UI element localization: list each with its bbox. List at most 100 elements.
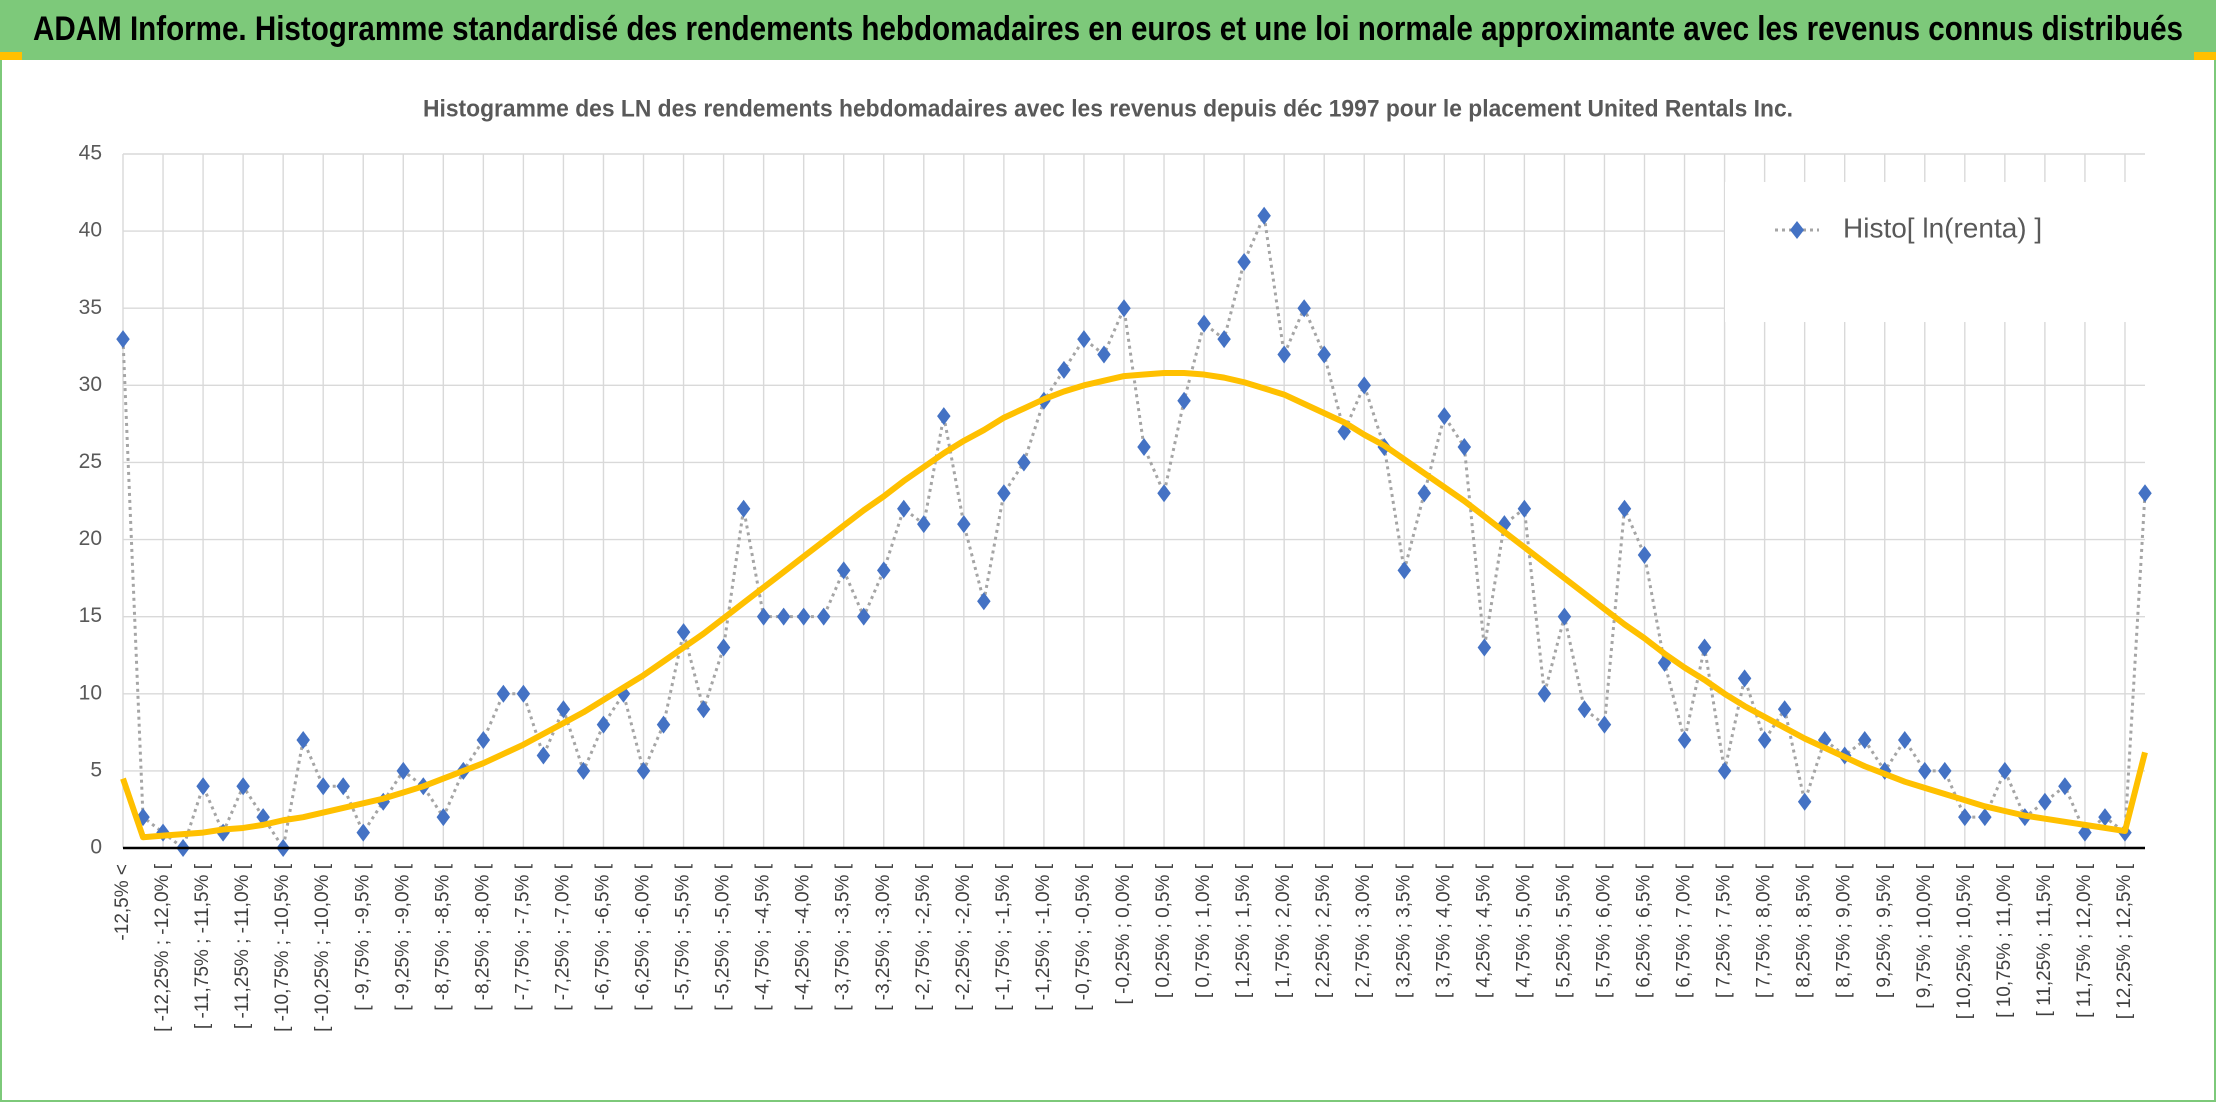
- x-tick-label: [ -11,75% ; -11,5% [: [192, 863, 213, 1029]
- data-point: [1617, 499, 1632, 518]
- data-point: [1257, 206, 1271, 225]
- data-point: [676, 623, 691, 642]
- x-tick-label: [ 2,25% ; 2,5% [: [1313, 863, 1334, 998]
- data-point: [1297, 299, 1311, 318]
- x-tick-label: [ 11,25% ; 11,5% [: [2034, 863, 2055, 1016]
- x-tick-label: [ -3,25% ; -3,0% [: [873, 863, 894, 1011]
- x-tick-label: [ -12,25% ; -12,0% [: [152, 863, 173, 1032]
- x-tick-label: [ 8,75% ; 9,0% [: [1834, 863, 1855, 998]
- data-point: [1417, 484, 1432, 503]
- data-point: [1577, 700, 1592, 719]
- data-point: [336, 777, 350, 796]
- data-point: [1217, 330, 1231, 349]
- x-tick-label: [ -7,25% ; -7,0% [: [552, 863, 573, 1011]
- x-tick-label: [ 9,25% ; 9,5% [: [1874, 863, 1895, 998]
- data-point: [1077, 330, 1091, 349]
- data-point: [816, 607, 831, 626]
- x-tick-label: [ -2,75% ; -2,5% [: [913, 863, 934, 1011]
- x-tick-label: [ 6,75% ; 7,0% [: [1674, 863, 1695, 998]
- data-point: [2038, 792, 2052, 811]
- x-tick-label: [ 1,25% ; 1,5% [: [1233, 863, 1254, 998]
- y-tick-label: 0: [90, 836, 102, 859]
- y-tick-label: 5: [90, 758, 102, 781]
- data-point: [476, 731, 491, 750]
- data-point: [1057, 360, 1071, 379]
- data-point: [796, 607, 811, 626]
- x-tick-label: [ -8,75% ; -8,5% [: [432, 863, 453, 1011]
- x-tick-label: [ -5,25% ; -5,0% [: [713, 863, 734, 1011]
- data-point: [536, 746, 551, 765]
- data-point: [836, 561, 851, 580]
- data-point: [957, 515, 971, 534]
- legend-label: Histo[ ln(renta) ]: [1843, 212, 2042, 243]
- x-tick-label: [ 4,75% ; 5,0% [: [1513, 863, 1534, 998]
- data-point: [856, 607, 871, 626]
- data-point: [636, 761, 651, 780]
- data-point: [1857, 731, 1872, 750]
- y-tick-label: 40: [79, 219, 102, 242]
- x-tick-label: [ -6,25% ; -6,0% [: [633, 863, 654, 1011]
- data-point: [1017, 453, 1031, 472]
- x-tick-label: [ 11,75% ; 12,0% [: [2074, 863, 2095, 1018]
- data-point: [596, 715, 611, 734]
- x-tick-label: [ 8,25% ; 8,5% [: [1794, 863, 1815, 998]
- data-point: [756, 607, 771, 626]
- data-point: [516, 684, 531, 703]
- data-point: [1717, 761, 1732, 780]
- corner: [0, 52, 22, 60]
- data-point: [656, 715, 671, 734]
- y-tick-label: 20: [79, 527, 102, 550]
- data-point: [696, 700, 711, 719]
- data-point: [496, 684, 511, 703]
- data-point: [1317, 345, 1331, 364]
- plot: [116, 206, 2152, 857]
- data-point: [1177, 391, 1191, 410]
- data-point: [877, 561, 891, 580]
- header-bar: [0, 0, 2216, 60]
- x-tick-label: [ -1,75% ; -1,5% [: [993, 863, 1014, 1011]
- data-point: [1197, 314, 1211, 333]
- data-point: [1457, 438, 1472, 457]
- data-point: [316, 777, 330, 796]
- data-point: [356, 823, 370, 842]
- data-point: [1097, 345, 1111, 364]
- data-point: [1597, 715, 1612, 734]
- data-point: [196, 777, 210, 796]
- x-tick-label: [ -11,25% ; -11,0% [: [232, 863, 253, 1029]
- header-title: ADAM Informe. Histogramme standardisé de…: [33, 10, 2183, 48]
- x-tick-label: [ 7,75% ; 8,0% [: [1754, 863, 1775, 998]
- data-point: [2058, 777, 2072, 796]
- y-tick-label: 10: [79, 681, 102, 704]
- data-point: [2138, 484, 2152, 503]
- data-point: [1777, 700, 1792, 719]
- x-tick-label: [ -1,25% ; -1,0% [: [1033, 863, 1054, 1011]
- x-tick-label: [ -9,25% ; -9,0% [: [392, 863, 413, 1011]
- x-tick-label: [ 3,25% ; 3,5% [: [1393, 863, 1414, 998]
- x-tick-label: [ -10,75% ; -10,5% [: [272, 863, 293, 1032]
- data-point: [1157, 484, 1171, 503]
- x-tick-label: [ -10,25% ; -10,0% [: [312, 863, 333, 1032]
- data-point: [1637, 545, 1652, 564]
- y-tick-label: 45: [79, 142, 102, 165]
- data-point: [1998, 761, 2012, 780]
- x-tick-label: [ 10,75% ; 11,0% [: [1994, 863, 2015, 1018]
- data-point: [1517, 499, 1532, 518]
- x-tick-label: [ 3,75% ; 4,0% [: [1433, 863, 1454, 998]
- data-point: [1537, 684, 1552, 703]
- x-tick-label: [ -0,75% ; -0,5% [: [1073, 863, 1094, 1011]
- grid: [122, 153, 2145, 849]
- x-tick-label: [ 7,25% ; 7,5% [: [1714, 863, 1735, 998]
- data-point: [116, 330, 130, 349]
- data-point: [296, 731, 310, 750]
- legend-box: [1725, 182, 2145, 322]
- data-point: [1437, 407, 1452, 426]
- y-tick-label: 30: [79, 373, 102, 396]
- x-tick-label: [ -7,75% ; -7,5% [: [512, 863, 533, 1011]
- x-tick-label: [ -0,25% ; 0,0% [: [1113, 863, 1134, 1004]
- data-point: [1477, 638, 1492, 657]
- data-point: [436, 808, 451, 827]
- data-point: [1938, 761, 1952, 780]
- x-tick-label: [ -9,75% ; -9,5% [: [352, 863, 373, 1011]
